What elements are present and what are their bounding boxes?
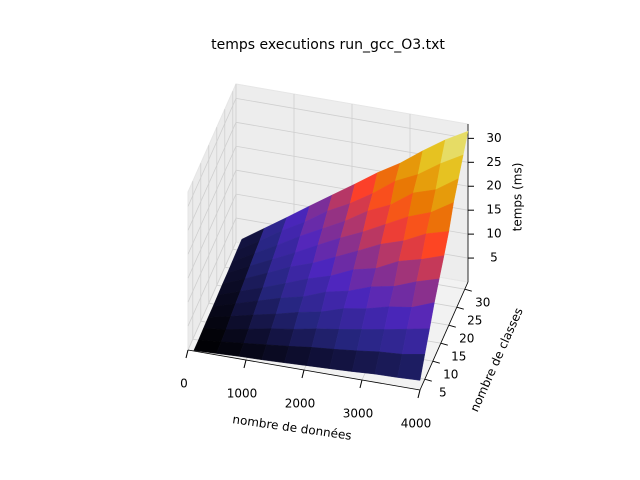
z-tick-label: 25 xyxy=(486,155,501,169)
y-tick-label: 10 xyxy=(443,368,458,382)
surface-patch xyxy=(401,328,430,355)
y-tick xyxy=(456,306,464,310)
x-tick xyxy=(185,349,189,359)
grid-line xyxy=(187,122,237,231)
y-axis-line xyxy=(419,281,469,391)
y-tick xyxy=(424,378,432,382)
y-tick-label: 30 xyxy=(475,296,490,310)
surface xyxy=(193,130,469,381)
surface-patch xyxy=(397,353,426,381)
x-tick-label: 2000 xyxy=(285,397,316,411)
z-tick-label: 20 xyxy=(486,179,501,193)
x-tick-label: 4000 xyxy=(401,417,432,431)
grid-line xyxy=(187,170,237,279)
x-axis-label: nombre de données xyxy=(232,412,353,443)
x-tick xyxy=(243,359,247,369)
y-tick-label: 15 xyxy=(451,350,466,364)
z-tick-label: 5 xyxy=(490,251,498,265)
y-tick xyxy=(440,342,448,346)
y-tick-label: 20 xyxy=(459,332,474,346)
x-tick xyxy=(301,369,305,379)
x-tick-label: 0 xyxy=(180,377,188,391)
y-tick xyxy=(432,360,440,364)
grid-line xyxy=(187,98,237,207)
z-axis-label: temps (ms) xyxy=(511,163,525,232)
x-tick-label: 3000 xyxy=(343,407,374,421)
grid-line xyxy=(187,241,237,351)
x-tick xyxy=(359,379,363,389)
grid-line xyxy=(187,193,237,303)
y-tick xyxy=(448,324,456,328)
x-tick xyxy=(417,389,421,399)
z-tick-label: 30 xyxy=(486,131,501,145)
grid-line xyxy=(187,217,237,327)
y-tick-label: 5 xyxy=(439,386,447,400)
chart-title: temps executions run_gcc_O3.txt xyxy=(211,37,445,53)
z-tick-label: 15 xyxy=(486,203,501,217)
grid-line xyxy=(235,97,469,139)
z-tick-label: 10 xyxy=(486,227,501,241)
y-tick xyxy=(464,288,472,292)
y-tick-label: 25 xyxy=(467,314,482,328)
x-tick-label: 1000 xyxy=(227,387,258,401)
grid-line xyxy=(187,146,237,255)
